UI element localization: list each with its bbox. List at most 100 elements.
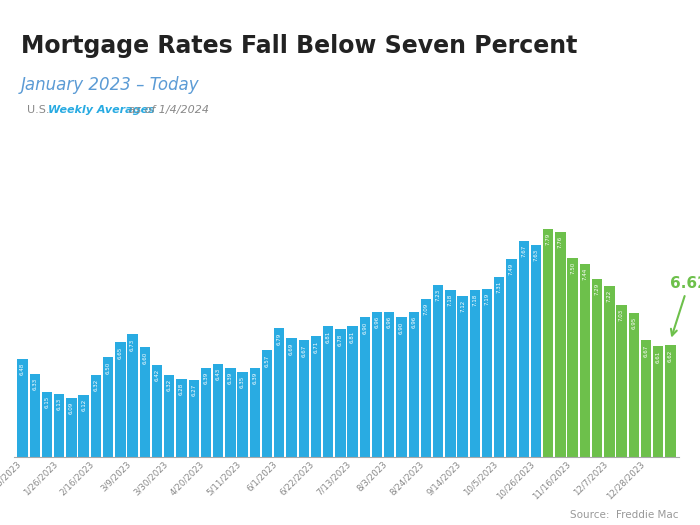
Text: 7.18: 7.18 [473, 293, 477, 306]
Bar [323, 327, 333, 525]
Bar [91, 375, 101, 525]
Text: 6.12: 6.12 [81, 399, 86, 411]
Text: 6.13: 6.13 [57, 398, 62, 411]
Bar [335, 329, 346, 525]
Text: 6.32: 6.32 [167, 379, 172, 392]
Text: 6.79: 6.79 [276, 332, 282, 344]
Text: 6.78: 6.78 [338, 333, 343, 345]
Text: 6.67: 6.67 [301, 344, 306, 356]
Text: 6.96: 6.96 [374, 316, 379, 328]
Bar [116, 342, 125, 525]
Text: 6.39: 6.39 [252, 372, 258, 384]
Bar [629, 312, 639, 525]
Text: January 2023 – Today: January 2023 – Today [21, 76, 200, 94]
Bar [653, 346, 664, 525]
Text: 6.71: 6.71 [314, 340, 318, 353]
Text: 6.27: 6.27 [191, 384, 196, 396]
Text: 6.43: 6.43 [216, 368, 220, 381]
Text: 7.18: 7.18 [448, 293, 453, 306]
Text: 6.15: 6.15 [45, 396, 50, 408]
Bar [433, 285, 443, 525]
Bar [519, 241, 529, 525]
Text: 6.39: 6.39 [204, 372, 209, 384]
Text: U.S.: U.S. [27, 105, 52, 115]
Text: Weekly Averages: Weekly Averages [48, 105, 154, 115]
Text: 7.09: 7.09 [424, 302, 428, 315]
Text: 6.60: 6.60 [142, 351, 147, 363]
Bar [237, 372, 248, 525]
Bar [139, 348, 150, 525]
Bar [286, 339, 297, 525]
Bar [311, 337, 321, 525]
Text: 7.31: 7.31 [497, 281, 502, 293]
Bar [152, 365, 162, 525]
Bar [18, 359, 28, 525]
Bar [164, 375, 174, 525]
Bar [250, 368, 260, 525]
Bar [640, 340, 651, 525]
Text: 6.65: 6.65 [118, 346, 123, 359]
Text: 7.29: 7.29 [594, 282, 600, 295]
Text: 6.95: 6.95 [631, 317, 636, 329]
Bar [29, 374, 40, 525]
Bar [176, 379, 187, 525]
Bar [531, 245, 541, 525]
Text: 6.67: 6.67 [643, 344, 648, 356]
Bar [470, 290, 480, 525]
Text: 7.12: 7.12 [460, 300, 465, 312]
Text: 6.09: 6.09 [69, 402, 74, 414]
Bar [103, 358, 113, 525]
Text: 6.69: 6.69 [289, 342, 294, 354]
Bar [568, 258, 578, 525]
Text: 7.67: 7.67 [522, 245, 526, 257]
Text: 7.63: 7.63 [533, 249, 538, 261]
Text: 6.81: 6.81 [326, 330, 330, 343]
Text: 6.61: 6.61 [656, 350, 661, 363]
Text: 7.49: 7.49 [509, 263, 514, 275]
Text: 7.19: 7.19 [484, 292, 489, 305]
Text: as of 1/4/2024: as of 1/4/2024 [125, 105, 209, 115]
Bar [482, 289, 492, 525]
Bar [127, 334, 138, 525]
Bar [543, 229, 554, 525]
Bar [274, 329, 284, 525]
Bar [506, 259, 517, 525]
Text: 6.57: 6.57 [265, 354, 270, 366]
Text: 6.50: 6.50 [106, 361, 111, 373]
Text: 6.42: 6.42 [155, 369, 160, 382]
Text: 6.35: 6.35 [240, 376, 245, 388]
Text: 7.79: 7.79 [546, 233, 551, 245]
Bar [372, 311, 382, 525]
Bar [592, 279, 602, 525]
Bar [262, 350, 272, 525]
Bar [409, 311, 419, 525]
Bar [445, 290, 456, 525]
Text: 7.44: 7.44 [582, 268, 587, 280]
Bar [555, 232, 566, 525]
Bar [665, 345, 676, 525]
Text: 6.33: 6.33 [32, 378, 37, 391]
Text: 7.03: 7.03 [619, 309, 624, 321]
Text: 6.90: 6.90 [363, 321, 368, 334]
Text: 7.22: 7.22 [607, 290, 612, 302]
Text: 7.50: 7.50 [570, 262, 575, 274]
Bar [54, 394, 64, 525]
Text: 6.73: 6.73 [130, 339, 135, 351]
Text: 7.76: 7.76 [558, 236, 563, 248]
Text: 7.23: 7.23 [435, 289, 441, 301]
Bar [360, 318, 370, 525]
Bar [347, 327, 358, 525]
Text: 6.32: 6.32 [93, 379, 99, 392]
Bar [421, 299, 431, 525]
Text: 6.39: 6.39 [228, 372, 233, 384]
Bar [42, 392, 52, 525]
Text: 6.28: 6.28 [179, 383, 184, 395]
Bar [617, 304, 626, 525]
Text: 6.81: 6.81 [350, 330, 355, 343]
Text: Mortgage Rates Fall Below Seven Percent: Mortgage Rates Fall Below Seven Percent [21, 34, 578, 58]
Bar [225, 368, 236, 525]
Bar [201, 368, 211, 525]
Text: 6.62: 6.62 [670, 276, 700, 335]
Text: 6.48: 6.48 [20, 363, 25, 375]
Text: 6.62: 6.62 [668, 349, 673, 362]
